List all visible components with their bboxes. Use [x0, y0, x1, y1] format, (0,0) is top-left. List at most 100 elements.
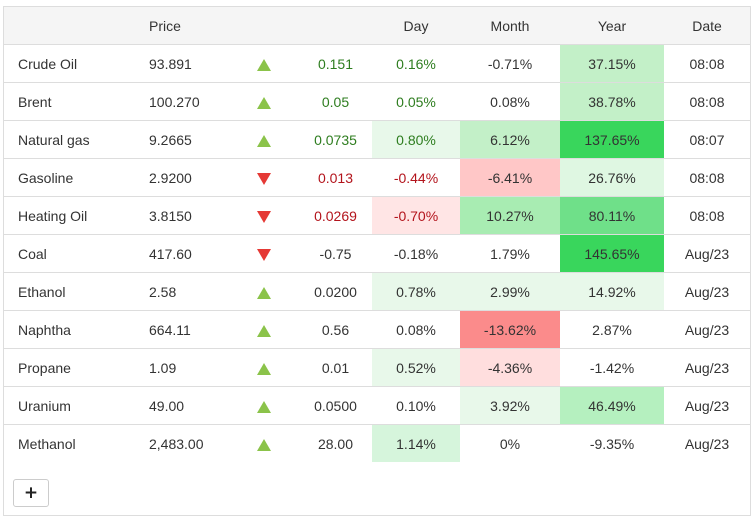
- quote-date: 08:08: [664, 158, 750, 197]
- commodity-name: Methanol: [18, 435, 76, 452]
- month-change: 2.99%: [460, 272, 560, 311]
- add-button[interactable]: +: [13, 479, 49, 507]
- column-header-price[interactable]: Price: [149, 7, 229, 45]
- trend-arrow-cell: [229, 272, 299, 311]
- day-change: -0.70%: [372, 196, 460, 235]
- table-row[interactable]: Naphtha 664.11 0.56 0.08% -13.62% 2.87% Aug/23: [4, 310, 750, 349]
- quote-date: Aug/23: [664, 310, 750, 349]
- price-change: 0.05: [299, 82, 372, 121]
- column-header-arrow: [229, 7, 299, 45]
- commodity-name: Propane: [4, 348, 149, 387]
- day-change: 1.14%: [372, 424, 460, 462]
- commodity-name: Uranium: [4, 386, 149, 425]
- commodities-table: Price Day Month Year Date Crude Oil 93.89…: [4, 7, 750, 462]
- year-change: -9.35%: [560, 424, 664, 462]
- year-change: -1.42%: [560, 348, 664, 387]
- commodity-name: Brent: [4, 82, 149, 121]
- year-change: 46.49%: [560, 386, 664, 425]
- year-change: 26.76%: [560, 158, 664, 197]
- commodity-price: 49.00: [149, 386, 229, 425]
- day-change: 0.16%: [372, 44, 460, 83]
- commodities-panel: Price Day Month Year Date Crude Oil 93.89…: [3, 6, 751, 516]
- quote-date: Aug/23: [664, 348, 750, 387]
- column-header-month[interactable]: Month: [460, 7, 560, 45]
- commodity-price: 664.11: [149, 310, 229, 349]
- table-row[interactable]: Methanol 2,483.00 28.00 1.14% 0% -9.35% Aug/23: [4, 424, 750, 463]
- column-header-day[interactable]: Day: [372, 7, 460, 45]
- commodity-price: 100.270: [149, 82, 229, 121]
- day-change: -0.44%: [372, 158, 460, 197]
- column-header-change[interactable]: [299, 7, 372, 45]
- commodity-price: 1.09: [149, 348, 229, 387]
- month-change: 3.92%: [460, 386, 560, 425]
- commodity-name: Gasoline: [4, 158, 149, 197]
- arrow-up-icon: [257, 96, 271, 109]
- day-change: 0.10%: [372, 386, 460, 425]
- commodity-name: Heating Oil: [4, 196, 149, 235]
- table-row[interactable]: Propane 1.09 0.01 0.52% -4.36% -1.42% Aug/23: [4, 348, 750, 387]
- commodity-name: Crude Oil: [4, 44, 149, 83]
- quote-date: Aug/23: [664, 272, 750, 311]
- year-change: 145.65%: [560, 234, 664, 273]
- trend-arrow-cell: [229, 310, 299, 349]
- price-change: 0.013: [299, 158, 372, 197]
- month-change: 10.27%: [460, 196, 560, 235]
- price-change: -0.75: [299, 234, 372, 273]
- column-header-year[interactable]: Year: [560, 7, 664, 45]
- trend-arrow-cell: [229, 234, 299, 273]
- trend-arrow-cell: [229, 196, 299, 235]
- price-change: 0.0200: [299, 272, 372, 311]
- arrow-up-icon: [257, 362, 271, 375]
- price-change: 28.00: [317, 435, 354, 452]
- price-change: 0.151: [299, 44, 372, 83]
- year-change: 37.15%: [560, 44, 664, 83]
- arrow-down-icon: [257, 172, 271, 185]
- month-change: 0.08%: [460, 82, 560, 121]
- table-row[interactable]: Brent 100.270 0.05 0.05% 0.08% 38.78% 08:08: [4, 82, 750, 121]
- commodity-price: 417.60: [149, 234, 229, 273]
- price-change: 0.0500: [299, 386, 372, 425]
- quote-date: 08:08: [664, 196, 750, 235]
- table-row[interactable]: Ethanol 2.58 0.0200 0.78% 2.99% 14.92% Aug/23: [4, 272, 750, 311]
- day-change: 0.08%: [372, 310, 460, 349]
- price-change: 0.0735: [299, 120, 372, 159]
- arrow-up-icon: [257, 438, 271, 451]
- year-change: 14.92%: [560, 272, 664, 311]
- column-header-date[interactable]: Date: [664, 7, 750, 45]
- price-change: 0.56: [299, 310, 372, 349]
- trend-arrow-cell: [229, 425, 299, 463]
- arrow-down-icon: [257, 210, 271, 223]
- year-change: 38.78%: [560, 82, 664, 121]
- column-header-name[interactable]: [4, 7, 149, 45]
- commodity-name: Ethanol: [4, 272, 149, 311]
- quote-date: 08:08: [664, 44, 750, 83]
- commodity-price: 3.8150: [149, 196, 229, 235]
- commodity-price: 2.9200: [149, 158, 229, 197]
- trend-arrow-cell: [229, 44, 299, 83]
- month-change: -0.71%: [460, 44, 560, 83]
- table-row[interactable]: Natural gas 9.2665 0.0735 0.80% 6.12% 137.65%…: [4, 120, 750, 159]
- commodity-price: 2,483.00: [149, 435, 204, 452]
- day-change: 0.80%: [372, 120, 460, 159]
- table-header-row: Price Day Month Year Date: [4, 7, 750, 45]
- year-change: 80.11%: [560, 196, 664, 235]
- quote-date: 08:08: [664, 82, 750, 121]
- arrow-up-icon: [257, 134, 271, 147]
- day-change: -0.18%: [372, 234, 460, 273]
- quote-date: 08:07: [664, 120, 750, 159]
- table-row[interactable]: Crude Oil 93.891 0.151 0.16% -0.71% 37.15% 08:…: [4, 44, 750, 83]
- table-row[interactable]: Uranium 49.00 0.0500 0.10% 3.92% 46.49% Aug/23: [4, 386, 750, 425]
- day-change: 0.05%: [372, 82, 460, 121]
- trend-arrow-cell: [229, 348, 299, 387]
- table-row[interactable]: Coal 417.60 -0.75 -0.18% 1.79% 145.65% Aug/23: [4, 234, 750, 273]
- quote-date: Aug/23: [664, 234, 750, 273]
- month-change: -6.41%: [460, 158, 560, 197]
- month-change: 0%: [460, 424, 560, 462]
- arrow-up-icon: [257, 58, 271, 71]
- table-row[interactable]: Heating Oil 3.8150 0.0269 -0.70% 10.27% 80.11…: [4, 196, 750, 235]
- trend-arrow-cell: [229, 158, 299, 197]
- quote-date: Aug/23: [684, 435, 730, 452]
- arrow-up-icon: [257, 400, 271, 413]
- commodity-price: 9.2665: [149, 120, 229, 159]
- table-row[interactable]: Gasoline 2.9200 0.013 -0.44% -6.41% 26.76% 08:…: [4, 158, 750, 197]
